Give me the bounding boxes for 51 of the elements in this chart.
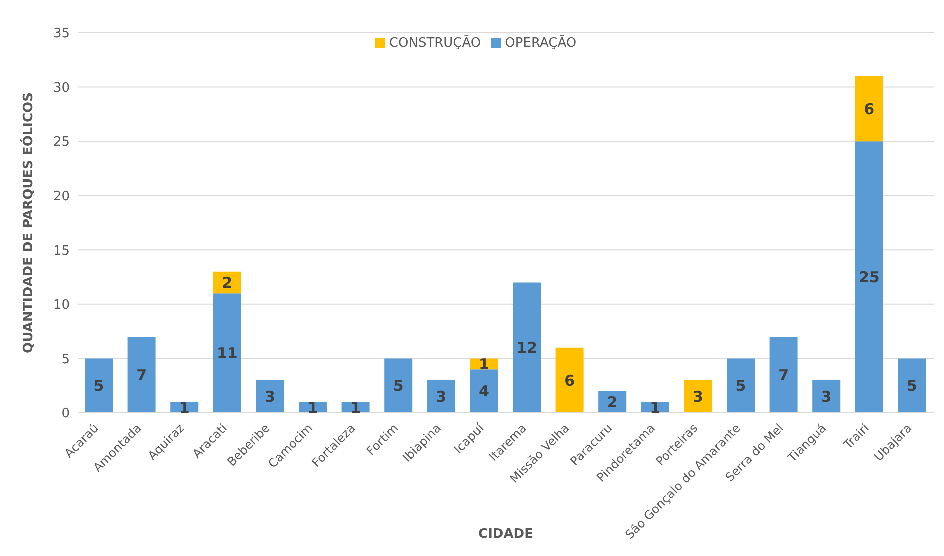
bar [213, 294, 242, 413]
y-tick-label: 35 [53, 26, 70, 42]
y-tick-label: 25 [53, 135, 70, 150]
data-label: 5 [393, 377, 404, 396]
legend-label: CONSTRUÇÃO [389, 36, 482, 51]
y-tick-label: 5 [62, 352, 70, 368]
y-axis-title: QUANTIDADE DE PARQUES EÓLICOS [20, 92, 37, 354]
y-tick-label: 10 [53, 298, 70, 314]
data-label: 7 [136, 366, 148, 384]
data-label: 1 [478, 355, 490, 374]
bar [812, 380, 841, 413]
data-label: 5 [736, 377, 746, 396]
data-label: 2 [222, 274, 233, 292]
bar [727, 358, 755, 413]
data-label: 1 [179, 398, 190, 417]
data-label: 1 [350, 398, 362, 417]
data-label: 3 [436, 388, 447, 406]
y-tick-label: 20 [53, 189, 70, 204]
data-label: 6 [564, 372, 576, 390]
bar [556, 348, 584, 413]
data-label: 2 [607, 393, 618, 412]
bar [513, 282, 541, 413]
data-label: 5 [906, 377, 918, 396]
data-label: 11 [216, 344, 238, 363]
bar [427, 380, 456, 413]
bar [855, 76, 884, 142]
bar [85, 358, 113, 413]
bar [684, 380, 712, 413]
data-label: 12 [516, 339, 538, 358]
data-label: 3 [821, 388, 832, 406]
x-axis-title: CIDADE [478, 527, 534, 542]
bar [898, 358, 926, 413]
data-label: 1 [650, 398, 661, 417]
legend-label: OPERAÇÃO [505, 36, 577, 51]
data-label: 4 [478, 382, 490, 401]
bar [770, 337, 798, 413]
y-tick-label: 15 [53, 244, 70, 259]
data-label: 25 [858, 268, 880, 287]
y-tick-label: 0 [62, 406, 70, 422]
bar [256, 380, 284, 413]
bar [855, 142, 884, 413]
bar [128, 337, 156, 413]
data-label: 3 [692, 388, 704, 406]
data-label: 6 [864, 100, 875, 118]
bar [470, 370, 498, 413]
bar [384, 358, 413, 413]
data-label: 1 [308, 398, 318, 417]
y-tick-label: 30 [53, 80, 70, 96]
data-label: 5 [94, 377, 104, 396]
data-label: 3 [264, 388, 276, 406]
data-label: 7 [778, 366, 790, 384]
